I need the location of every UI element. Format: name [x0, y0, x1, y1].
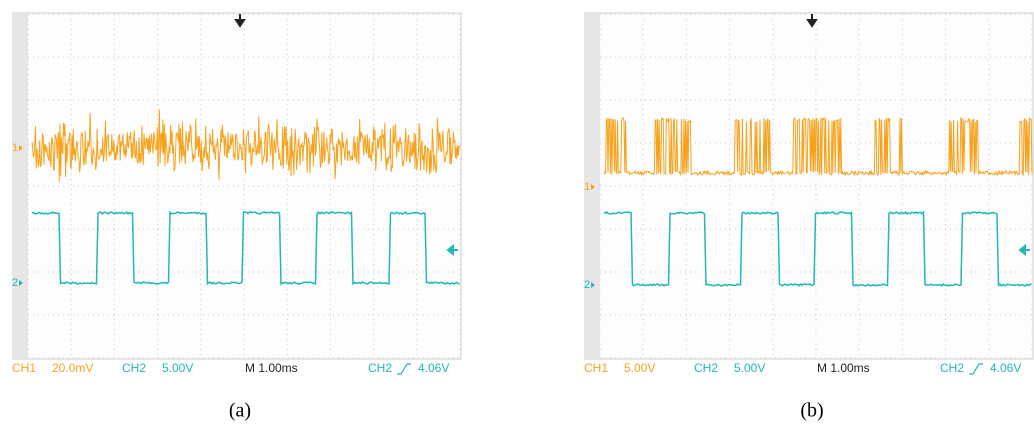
trigger-source: CH2 — [368, 361, 392, 375]
ch2-scale: 5.00V — [734, 361, 765, 375]
ch1-scale: 5.00V — [624, 361, 655, 375]
caption: (a) — [229, 400, 251, 422]
ch1-label: CH1 — [584, 361, 608, 375]
trigger-level: 4.06V — [990, 361, 1021, 375]
ch1-scale: 20.0mV — [52, 361, 93, 375]
ch2-label: CH2 — [122, 361, 146, 375]
timebase: M 1.00ms — [817, 361, 870, 375]
trigger-source: CH2 — [940, 361, 964, 375]
ch1-label: CH1 — [12, 361, 36, 375]
timebase: M 1.00ms — [245, 361, 298, 375]
ch2-scale: 5.00V — [162, 361, 193, 375]
channel-marker: 2 — [584, 279, 590, 291]
trigger-level: 4.06V — [418, 361, 449, 375]
caption: (b) — [800, 400, 823, 422]
ch2-label: CH2 — [694, 361, 718, 375]
channel-marker: 2 — [12, 277, 18, 289]
channel-marker: 1 — [12, 142, 18, 154]
channel-marker: 1 — [584, 181, 590, 193]
figure: 1 2 CH1 20.0mV CH2 5.00V M 1.00ms CH2 4.06V (a) 1 2… — [0, 0, 1034, 435]
